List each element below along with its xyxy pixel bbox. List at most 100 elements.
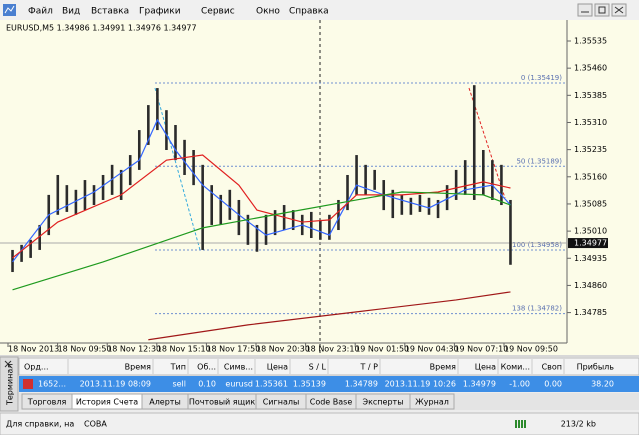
cell: 1.35361 [255, 380, 288, 389]
menu-item[interactable]: Справка [289, 7, 329, 17]
tab-label[interactable]: Алерты [149, 398, 181, 407]
menu-item[interactable]: Графики [139, 7, 181, 17]
chart-header: EURUSD,M5 1.34986 1.34991 1.34976 1.3497… [6, 24, 197, 33]
price-bar [147, 105, 150, 145]
x-tick-label: 18 Nov 12:30 [107, 345, 161, 354]
column-header[interactable]: Время [430, 363, 457, 372]
column-header[interactable]: Время [125, 363, 152, 372]
tab[interactable] [409, 393, 455, 410]
price-bar [38, 224, 41, 250]
price-bar [436, 199, 440, 219]
tab-label[interactable]: Почтовый ящик [189, 398, 256, 407]
x-tick-label: 19 Nov 01:50 [355, 345, 409, 354]
price-bar [192, 149, 195, 186]
y-tick-label: 1.35535 [574, 37, 607, 46]
column-header[interactable]: Коми... [501, 363, 530, 372]
window-buttons [577, 3, 627, 17]
bid-label: 1.34977 [574, 239, 607, 248]
y-tick-label: 1.34785 [574, 308, 607, 317]
price-bar [237, 199, 241, 236]
column-header[interactable]: Прибыль [577, 363, 615, 372]
price-bar [418, 194, 422, 212]
column-header[interactable]: Цена [267, 363, 288, 372]
column-header[interactable]: Своп [542, 363, 562, 372]
app-icon-glyph [4, 5, 15, 14]
x-tick-label: 18 Nov 23:10 [306, 345, 360, 354]
cell: sell [172, 380, 186, 389]
close-glyph [614, 6, 624, 14]
column-header[interactable]: Симв... [224, 363, 253, 372]
price-bar [156, 88, 159, 131]
menu-item[interactable]: Окно [256, 7, 280, 17]
price-bar [454, 169, 458, 200]
cell: -1.00 [509, 380, 530, 389]
cell: 2013.11.19 10:26 [385, 380, 456, 389]
menu-item[interactable]: Файл [28, 7, 53, 17]
x-tick-label: 18 Nov 20:30 [256, 345, 310, 354]
price-bar [463, 160, 467, 195]
price-bar [65, 185, 69, 212]
column-header[interactable]: Орд... [24, 363, 49, 372]
status-profile: СОВА [84, 420, 107, 429]
tab-label[interactable]: Торговля [27, 398, 67, 407]
price-bar [83, 180, 87, 211]
price-bar [119, 169, 123, 200]
menu-item[interactable]: Вставка [91, 7, 129, 17]
y-tick-label: 1.35460 [574, 64, 607, 73]
y-tick-label: 1.35235 [574, 145, 607, 154]
moving-average [12, 118, 511, 263]
terminal-close[interactable] [4, 360, 12, 368]
x-tick-label: 18 Nov 09:50 [58, 345, 112, 354]
price-bar [165, 110, 168, 150]
x-tick-label: 19 Nov 09:50 [504, 345, 558, 354]
tab-label[interactable]: Журнал [415, 398, 449, 407]
price-bar [409, 197, 413, 215]
tab-label[interactable]: История Счета [76, 398, 138, 407]
price-bar [509, 199, 512, 265]
y-tick-label: 1.35385 [574, 91, 607, 100]
price-bar [400, 194, 404, 215]
x-tick-label: 18 Nov 15:10 [157, 345, 211, 354]
column-header[interactable]: S / L [309, 363, 327, 372]
price-bar [137, 130, 141, 170]
fibo-level-label: 50 (1.35189) [516, 157, 562, 165]
y-tick-label: 1.34860 [574, 281, 607, 290]
y-tick-label: 1.35010 [574, 227, 607, 236]
menu-bar [0, 0, 639, 20]
traffic-bar [518, 420, 520, 428]
fibo-level-label: 138 (1.34782) [512, 305, 562, 313]
status-traffic: 213/2 kb [561, 420, 596, 429]
price-bar [29, 239, 32, 258]
price-bar [364, 164, 367, 195]
table-row-selected[interactable] [19, 376, 639, 392]
column-header[interactable]: Тип [170, 363, 186, 372]
column-header[interactable]: Об... [197, 363, 216, 372]
price-bar [201, 164, 204, 250]
price-bar [482, 149, 485, 195]
y-tick-label: 1.34935 [574, 254, 607, 263]
tab-label[interactable]: Эксперты [362, 398, 403, 407]
price-bar [210, 185, 214, 225]
price-axis [567, 20, 639, 355]
tab-label[interactable]: Сигналы [263, 398, 300, 407]
restore-button[interactable] [594, 3, 610, 17]
price-bar [255, 224, 259, 252]
tab-label[interactable]: Code Base [310, 398, 353, 407]
column-header[interactable]: Цена [475, 363, 496, 372]
price-bar [427, 197, 431, 215]
y-tick-label: 1.35310 [574, 118, 607, 127]
y-tick-label: 1.35160 [574, 172, 607, 181]
price-bar [445, 185, 449, 211]
fibo-trend-line [154, 87, 201, 251]
cell: 1.35139 [293, 380, 326, 389]
price-bar [174, 125, 177, 161]
price-bar [74, 189, 78, 215]
price-bar [101, 174, 105, 200]
traffic-bar [524, 420, 526, 428]
column-header[interactable]: T / P [360, 363, 379, 372]
menu-item[interactable]: Сервис [201, 7, 235, 17]
menu-item[interactable]: Вид [62, 7, 80, 17]
minimize-button[interactable] [577, 3, 593, 17]
traffic-bar [521, 420, 523, 428]
